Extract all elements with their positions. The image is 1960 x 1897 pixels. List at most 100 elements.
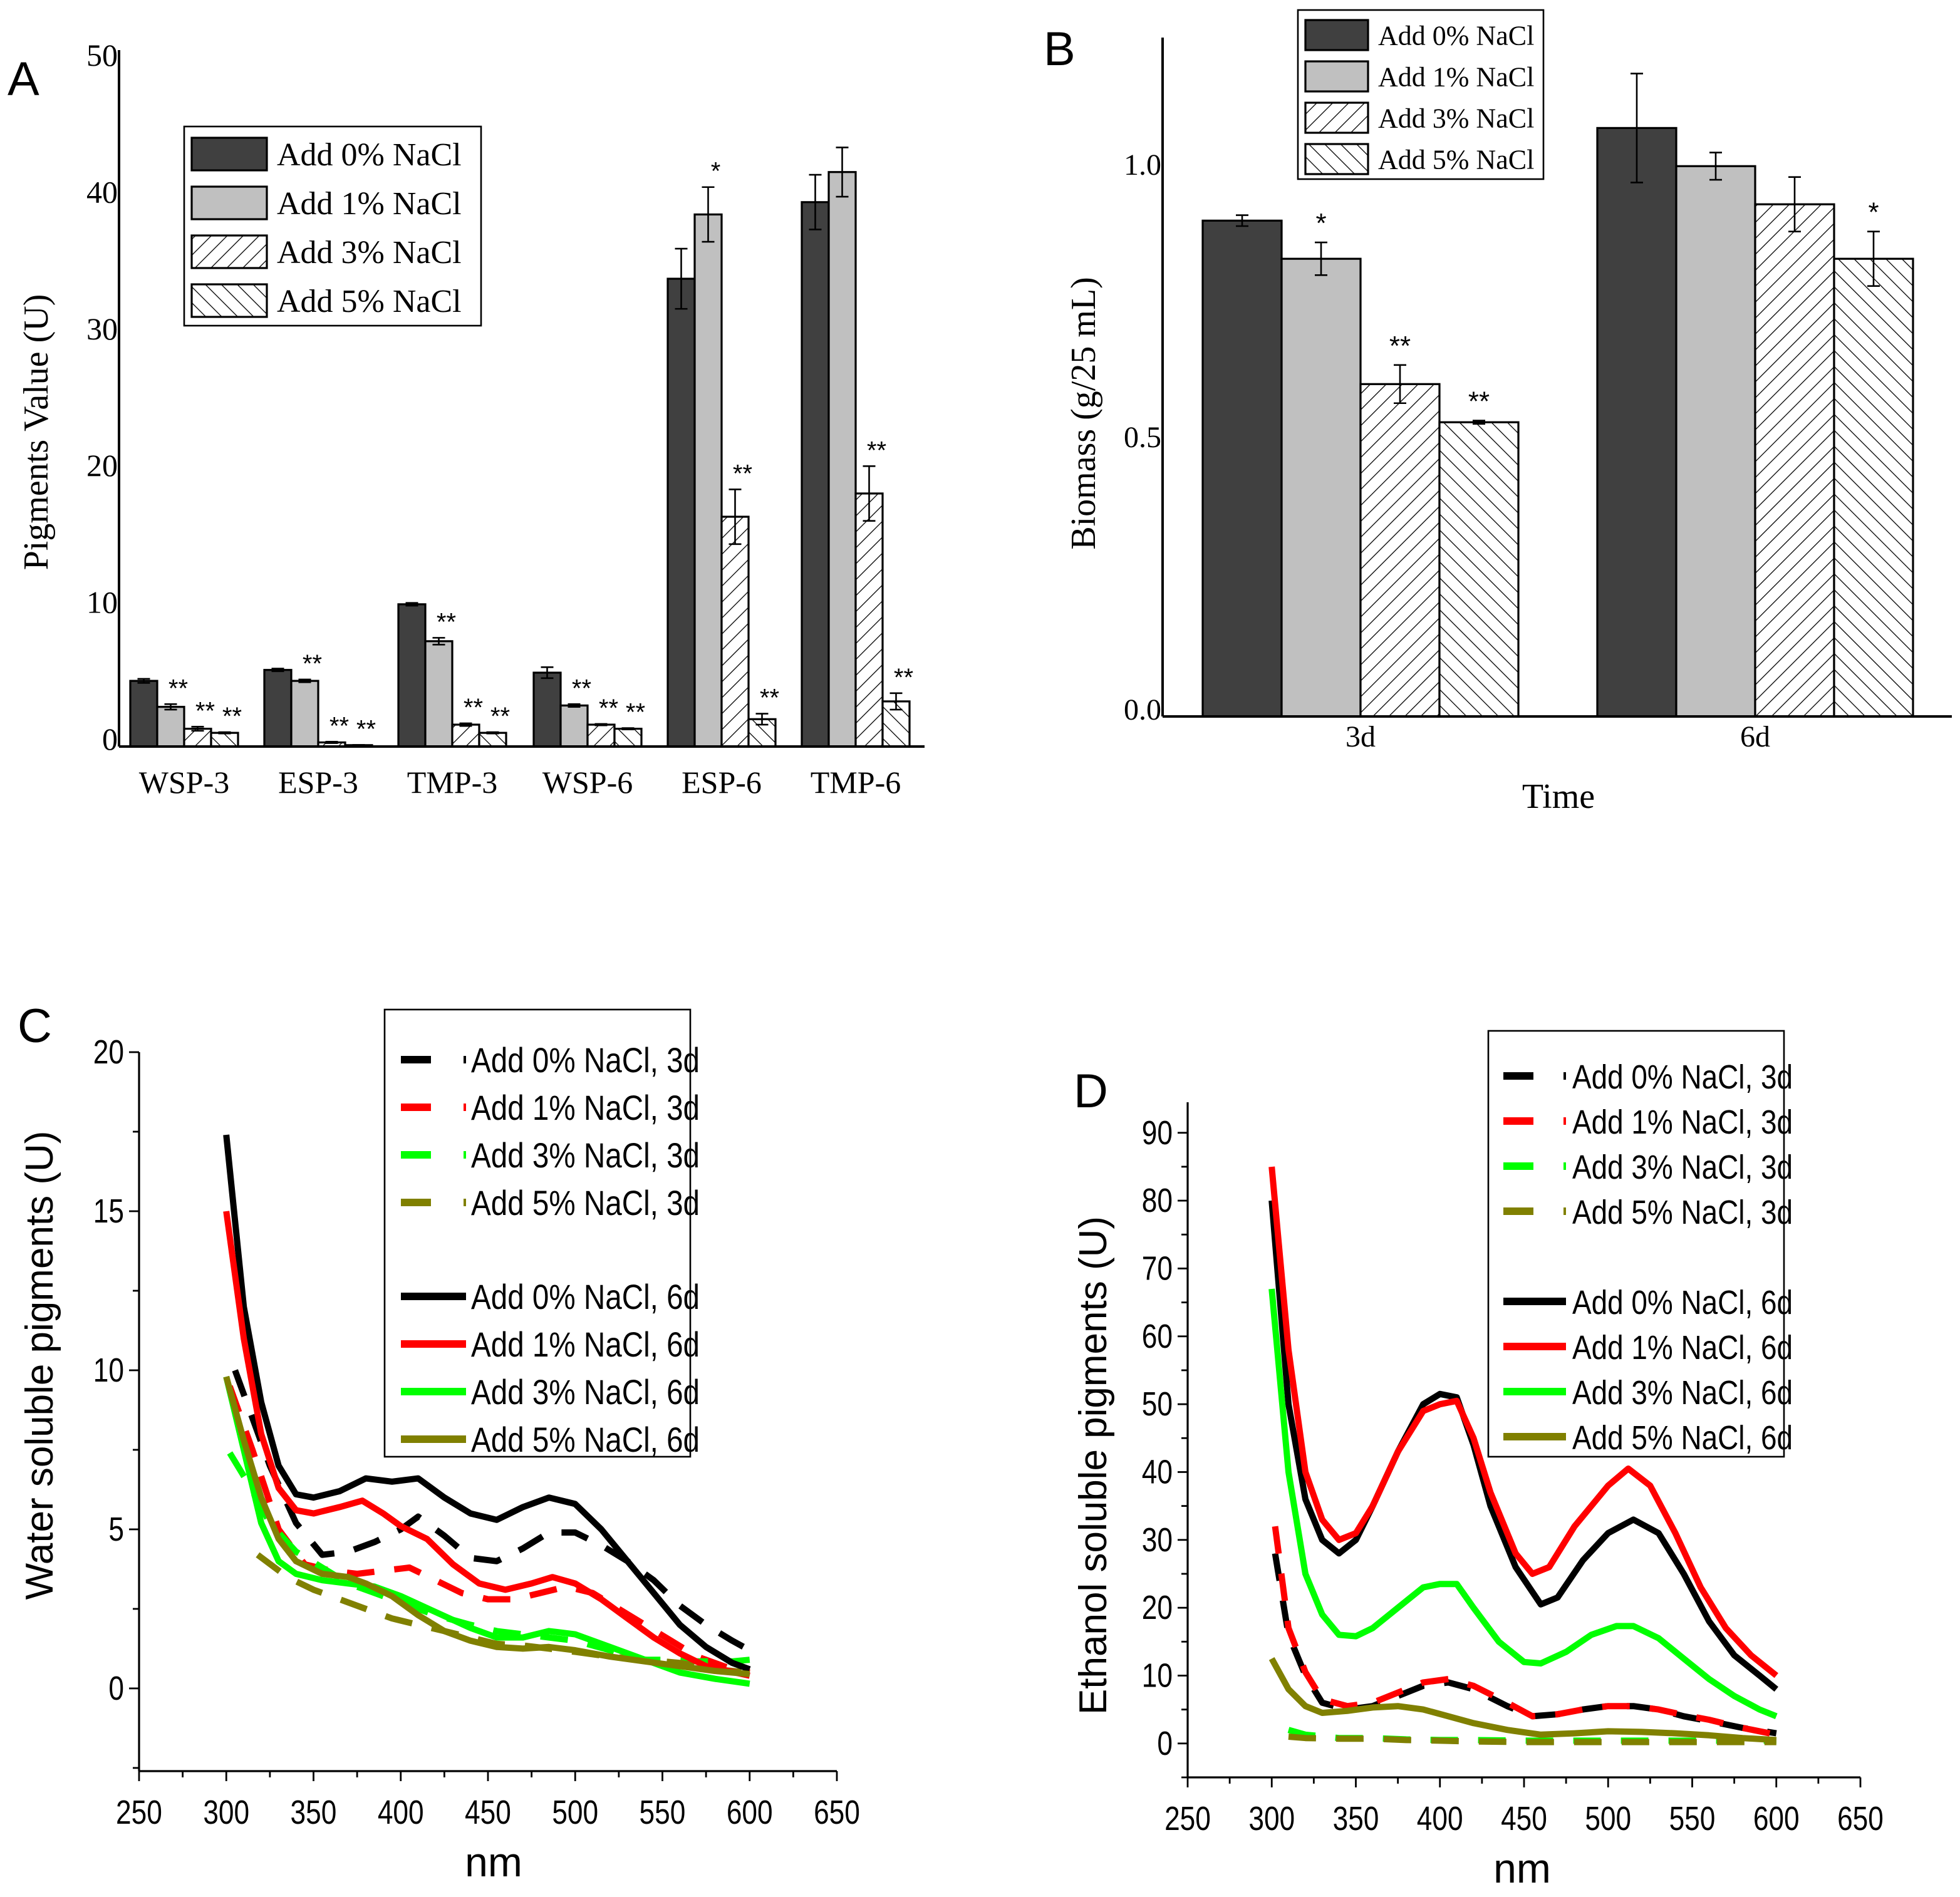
bar xyxy=(693,213,723,748)
legend-label: Add 0% NaCl, 6d xyxy=(471,1278,700,1316)
bar xyxy=(451,723,480,748)
panel-label-a: A xyxy=(8,53,39,106)
series-line xyxy=(223,1375,750,1677)
x-tick-label: 350 xyxy=(1333,1800,1379,1838)
y-axis-label: Ethanol soluble pigments (U) xyxy=(1072,1216,1115,1715)
x-tick-label: 250 xyxy=(116,1794,162,1831)
bar xyxy=(827,171,857,748)
bar xyxy=(720,515,750,748)
y-tick-label: 1.0 xyxy=(1124,148,1161,182)
x-tick-label: 400 xyxy=(1417,1800,1463,1838)
x-tick-label: 350 xyxy=(291,1794,337,1831)
y-axis-label: Pigments Value (U) xyxy=(17,294,56,571)
legend-label: Add 5% NaCl xyxy=(277,284,462,319)
legend-label: Add 3% NaCl, 6d xyxy=(471,1373,700,1412)
bar xyxy=(1675,165,1756,718)
y-tick-label: 0 xyxy=(108,1670,124,1707)
legend-label: Add 3% NaCl xyxy=(277,235,462,271)
legend-box xyxy=(383,1008,692,1458)
significance-label: ** xyxy=(303,650,322,678)
significance-label: ** xyxy=(894,664,913,691)
x-tick-label: 450 xyxy=(465,1794,511,1831)
significance-label: ** xyxy=(356,715,376,743)
y-tick-label: 60 xyxy=(1142,1318,1173,1355)
x-tick-label: 400 xyxy=(378,1794,424,1831)
series-line xyxy=(223,1211,750,1679)
y-tick-label: 0 xyxy=(102,721,118,757)
bar xyxy=(1596,127,1677,718)
bar xyxy=(1438,421,1520,718)
legend-label: Add 0% NaCl, 6d xyxy=(1572,1284,1793,1321)
significance-label: ** xyxy=(490,703,510,730)
bar xyxy=(801,201,830,748)
y-axis-label: Water soluble pigments (U) xyxy=(18,1131,61,1600)
x-axis-label: nm xyxy=(1493,1845,1551,1891)
bar xyxy=(1359,383,1441,718)
significance-label: ** xyxy=(437,608,456,636)
legend-label: Add 5% NaCl, 6d xyxy=(1572,1419,1793,1457)
y-tick-label: 0.5 xyxy=(1124,421,1161,454)
legend-label: Add 1% NaCl xyxy=(277,186,462,222)
legend-swatch xyxy=(190,137,268,172)
bar xyxy=(559,704,589,748)
panel-label-b: B xyxy=(1044,23,1076,76)
panel-d-line-chart: 250 300 350 400 450 500 550 600 650 0 10 20 30 40 50 60… xyxy=(1072,1030,1884,1891)
y-tick-label: 40 xyxy=(86,174,118,209)
panel-label-d: D xyxy=(1074,1065,1108,1118)
legend-swatch xyxy=(190,185,268,220)
x-tick-label: 650 xyxy=(1837,1800,1884,1838)
y-tick-label: 50 xyxy=(86,38,118,73)
x-tick-label: ESP-6 xyxy=(682,765,762,800)
significance-label: ** xyxy=(329,712,349,740)
series-line xyxy=(223,1134,751,1673)
significance-label: ** xyxy=(1389,331,1411,361)
significance-label: ** xyxy=(169,675,188,702)
x-tick-label: 300 xyxy=(203,1794,249,1831)
x-axis-label: nm xyxy=(465,1839,522,1885)
x-tick-label: 550 xyxy=(1669,1800,1716,1838)
bar xyxy=(666,277,696,748)
series-line xyxy=(1268,1166,1778,1678)
bar xyxy=(1201,219,1283,718)
legend-label: Add 3% NaCl, 6d xyxy=(1572,1374,1793,1412)
bar xyxy=(854,492,884,748)
significance-label: ** xyxy=(760,685,779,712)
legend-label: Add 3% NaCl, 3d xyxy=(1572,1149,1793,1186)
bar xyxy=(263,669,293,748)
bar xyxy=(156,706,185,748)
significance-label: ** xyxy=(733,460,752,487)
bar xyxy=(210,731,239,748)
y-tick-label: 20 xyxy=(86,448,118,483)
legend-label: Add 1% NaCl, 3d xyxy=(1572,1104,1793,1141)
legend-label: Add 0% NaCl, 3d xyxy=(1572,1058,1793,1096)
y-tick-label: 15 xyxy=(93,1192,124,1230)
legend-swatch xyxy=(190,234,268,269)
significance-label: ** xyxy=(572,675,591,702)
series-line xyxy=(1268,1288,1778,1720)
legend-label: Add 0% NaCl xyxy=(1378,20,1534,51)
x-tick-label: 500 xyxy=(1585,1800,1631,1838)
x-tick-label: TMP-6 xyxy=(811,765,901,800)
y-tick-label: 70 xyxy=(1142,1249,1173,1287)
y-tick-label: 20 xyxy=(1142,1589,1173,1626)
x-tick-label: 500 xyxy=(552,1794,598,1831)
bar xyxy=(290,680,319,748)
legend: Add 0% NaCl, 3d Add 1% NaCl, 3d Add 3% NaC… xyxy=(1487,1030,1793,1458)
bar xyxy=(586,723,616,748)
series-line xyxy=(1288,1734,1776,1745)
legend-swatch xyxy=(1304,143,1369,175)
significance-label: ** xyxy=(195,697,215,725)
legend-label: Add 1% NaCl, 6d xyxy=(471,1325,700,1364)
significance-label: ** xyxy=(222,703,242,730)
y-tick-label: 40 xyxy=(1142,1453,1173,1491)
series-line xyxy=(1272,1526,1777,1738)
bar xyxy=(613,728,643,748)
bar xyxy=(532,671,562,748)
series-line xyxy=(1268,1200,1778,1692)
y-axis-label: Biomass (g/25 mL) xyxy=(1064,277,1103,550)
panel-label-c: C xyxy=(18,1000,52,1053)
x-tick-label: TMP-3 xyxy=(407,765,497,800)
x-tick-label: WSP-3 xyxy=(139,765,229,800)
legend-label: Add 5% NaCl, 6d xyxy=(471,1420,700,1459)
